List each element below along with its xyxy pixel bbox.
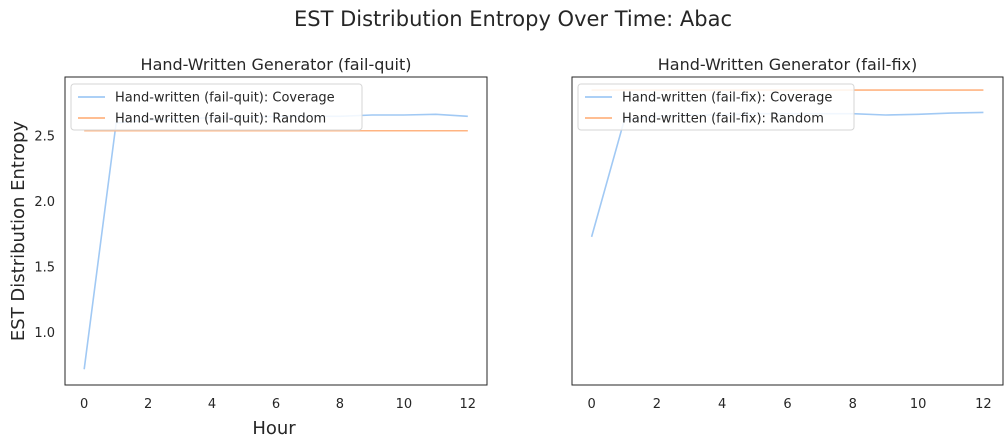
- x-tick-label: 8: [336, 397, 344, 412]
- x-tick-label: 0: [80, 397, 88, 412]
- x-tick-label: 0: [587, 397, 595, 412]
- x-tick-label: 8: [849, 397, 857, 412]
- y-tick-label: 2.0: [34, 195, 55, 210]
- subplot-fail-quit: Hand-Written Generator (fail-quit) 0 2 4 6 8 1…: [34, 55, 488, 412]
- x-tick-label: 10: [910, 397, 927, 412]
- y-axis-label: EST Distribution Entropy: [8, 121, 29, 342]
- x-tick-label: 10: [396, 397, 413, 412]
- legend-box: [70, 83, 363, 131]
- figure-suptitle: EST Distribution Entropy Over Time: Abac: [294, 7, 732, 31]
- series-line-coverage: [83, 113, 468, 370]
- x-tick-label: 4: [718, 397, 726, 412]
- legend: Hand-written (fail-quit): Coverage Hand-w…: [70, 83, 363, 131]
- subplot-fail-fix: Hand-Written Generator (fail-fix) 0 2 4 6 8 10…: [571, 55, 1004, 412]
- x-tick-label: 12: [460, 397, 477, 412]
- y-tick-label: 2.5: [34, 129, 55, 144]
- legend-label: Hand-written (fail-fix): Coverage: [622, 91, 832, 106]
- subplot-title: Hand-Written Generator (fail-quit): [141, 55, 412, 74]
- y-tick-label: 1.0: [34, 326, 55, 341]
- plot-frame: [64, 76, 488, 386]
- y-tick-label: 1.5: [34, 261, 55, 276]
- legend-label: Hand-written (fail-quit): Coverage: [115, 91, 335, 106]
- x-tick-label: 6: [783, 397, 791, 412]
- series-line-coverage: [590, 111, 984, 238]
- x-tick-label: 6: [272, 397, 280, 412]
- x-tick-label: 2: [144, 397, 152, 412]
- plot-frame: [571, 76, 1004, 386]
- legend-label: Hand-written (fail-fix): Random: [622, 112, 824, 127]
- x-tick-label: 4: [208, 397, 216, 412]
- legend: Hand-written (fail-fix): Coverage Hand-wr…: [577, 83, 855, 131]
- x-tick-label: 2: [653, 397, 661, 412]
- subplot-title: Hand-Written Generator (fail-fix): [658, 55, 917, 74]
- legend-box: [577, 83, 855, 131]
- legend-label: Hand-written (fail-quit): Random: [115, 112, 326, 127]
- x-tick-label: 12: [975, 397, 992, 412]
- x-axis-label: Hour: [252, 418, 296, 439]
